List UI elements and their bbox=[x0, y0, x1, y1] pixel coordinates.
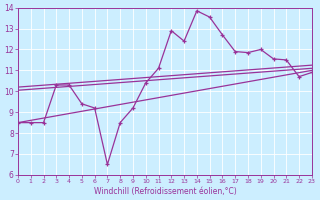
X-axis label: Windchill (Refroidissement éolien,°C): Windchill (Refroidissement éolien,°C) bbox=[93, 187, 236, 196]
